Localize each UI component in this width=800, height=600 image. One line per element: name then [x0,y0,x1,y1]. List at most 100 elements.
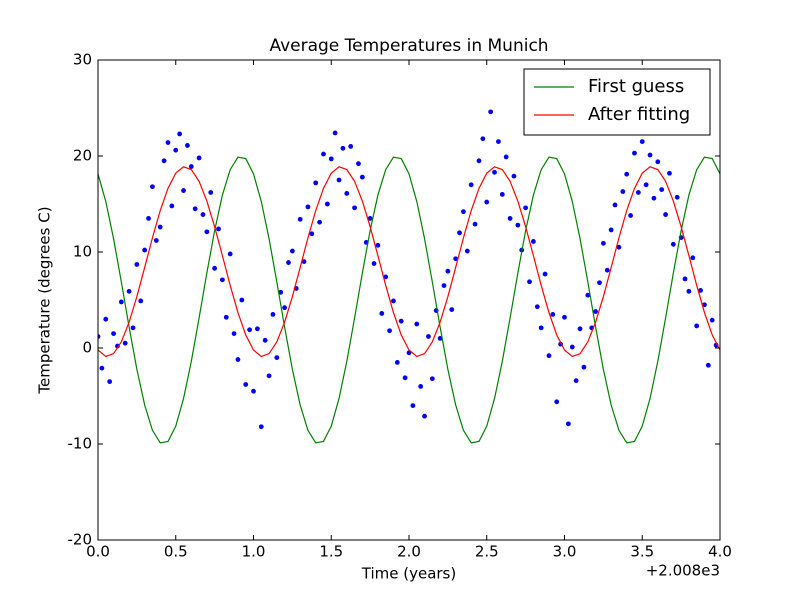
scatter-point [192,206,198,212]
scatter-point [542,271,548,277]
scatter-point [499,192,505,197]
scatter-point [635,190,641,195]
scatter-point [367,216,373,221]
scatter-point [585,292,591,298]
scatter-point [445,268,451,274]
legend: First guess After fitting [523,68,711,136]
scatter-point [348,144,354,149]
scatter-point [663,212,668,217]
scatter-point [371,261,377,266]
scatter-point [157,224,163,230]
scatter-point [247,327,253,333]
scatter-point [667,170,672,176]
scatter-point [286,260,291,265]
scatter-point [138,298,144,304]
scatter-point [185,143,190,148]
scatter-point [468,182,474,188]
scatter-point [328,156,334,162]
x-offset-label: +2.008e3 [646,562,720,580]
scatter-point [282,305,287,311]
line-series [98,156,720,444]
scatter-point [107,379,113,384]
scatter-point [464,248,470,254]
scatter-point [122,340,128,346]
scatter-point [243,382,249,387]
scatter-point [130,325,136,331]
scatter-point [301,259,307,264]
scatter-point [565,421,571,427]
scatter-point [643,182,649,188]
scatter-point [344,191,350,196]
plot-area [98,109,720,444]
scatter-point [216,226,221,232]
scatter-point [375,242,381,248]
scatter-point [196,155,202,161]
scatter-point [235,357,241,362]
scatter-point [394,360,400,365]
scatter-point [146,216,151,221]
x-tick-label: 0.0 [86,543,110,561]
scatter-point [577,326,583,332]
scatter-point [496,139,501,145]
scatter-point [573,378,579,384]
scatter-point [457,230,462,236]
legend-label: After fitting [588,104,690,125]
scatter-point [608,227,614,233]
scatter-point [410,403,416,408]
scatter-point [507,216,513,221]
scatter-point [659,187,665,193]
scatter-point [142,247,148,253]
scatter-point [220,277,225,283]
legend-frame [523,68,711,136]
scatter-point [620,189,626,194]
scatter-point [169,203,175,209]
scatter-point [103,316,109,322]
scatter-point [165,140,171,145]
scatter-point [624,171,630,177]
scatter-point [461,209,466,215]
line-series [98,166,720,358]
scatter-point [231,331,237,336]
scatter-point [98,334,101,339]
scatter-point [111,331,116,336]
scatter-point [297,216,303,222]
y-tick-label: -10 [68,435,93,453]
x-tick-label: 1.0 [242,543,266,561]
x-tick-label: 2.5 [475,543,499,561]
scatter-point [527,279,532,285]
scatter-point [278,289,284,295]
scatter-point [181,188,186,193]
scatter-point [266,373,272,379]
scatter-point [597,280,602,286]
scatter-point [383,274,389,280]
scatter-point [258,424,264,430]
y-tick-label: 0 [82,339,92,357]
scatter-point [126,288,132,294]
scatter-point [324,201,330,207]
scatter-point [340,145,346,151]
scatter-point [562,314,567,320]
scatter-point [289,248,295,254]
scatter-point [200,212,206,217]
scatter-point [694,323,700,329]
scatter-point [134,262,140,267]
scatter-point [313,180,319,186]
scatter-point [682,276,688,282]
scatter-point [616,244,622,250]
scatter-point [391,298,396,304]
scatter-point [484,199,490,205]
scatter-point [488,109,494,115]
scatter-point [531,239,536,244]
scatter-point [546,353,552,359]
scatter-point [655,159,661,165]
scatter-point [99,365,105,371]
scatter-point [453,256,459,262]
scatter-point [359,174,365,180]
y-axis-label: Temperature (degrees C) [36,206,54,394]
scatter-point [503,154,509,160]
scatter-point [538,325,544,331]
scatter-point [379,311,385,316]
scatter-point [612,202,618,208]
scatter-point [534,304,540,310]
